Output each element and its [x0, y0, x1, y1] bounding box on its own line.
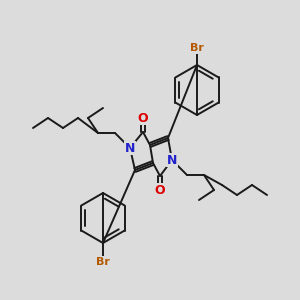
Text: O: O	[138, 112, 148, 124]
Text: N: N	[125, 142, 135, 154]
Text: N: N	[167, 154, 177, 166]
Text: O: O	[155, 184, 165, 196]
Text: Br: Br	[96, 257, 110, 267]
Text: Br: Br	[190, 43, 204, 53]
